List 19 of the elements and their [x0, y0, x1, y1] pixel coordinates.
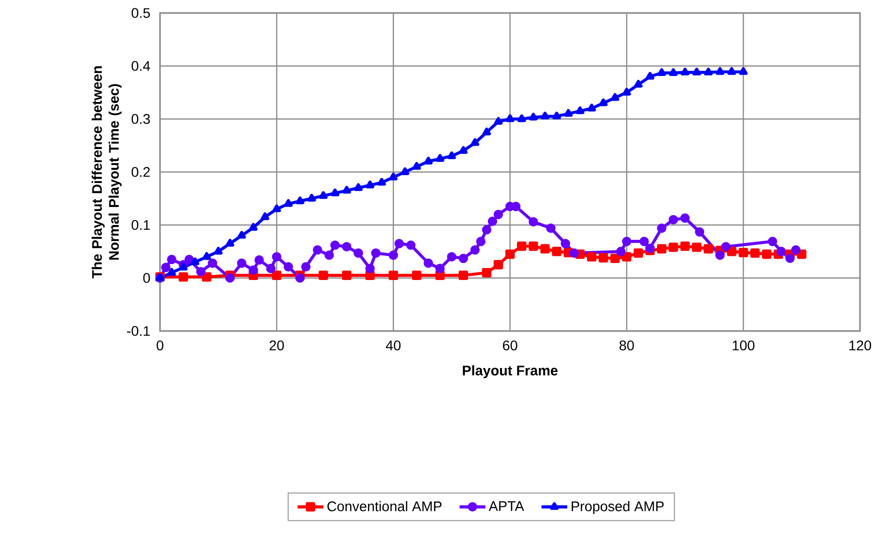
y-tick-label: 0.5: [132, 8, 150, 18]
x-tick-label: 20: [270, 340, 284, 350]
y-axis-title: The Playout Difference between Normal Playout Time (sec): [92, 66, 122, 278]
x-tick-label: 0: [156, 340, 164, 350]
x-tick-label: 60: [502, 340, 518, 350]
y-tick-label: 0.2: [132, 167, 150, 177]
x-tick-label: 120: [849, 340, 872, 350]
y-tick-label: 0: [143, 273, 150, 283]
x-axis-title: Playout Frame: [462, 365, 558, 378]
x-tick-label: 40: [386, 340, 401, 350]
legend-label: APTA: [488, 501, 524, 511]
legend-label: Proposed AMP: [572, 501, 664, 514]
legend-label: Conventional AMP: [327, 501, 442, 512]
y-tick-label: 0.3: [132, 114, 150, 124]
y-tick-label: 0.4: [132, 61, 150, 71]
y-tick-label: -0.1: [127, 326, 150, 336]
x-tick-label: 80: [620, 340, 634, 350]
y-tick-label: 0.1: [132, 220, 150, 230]
x-tick-label: 100: [732, 340, 754, 350]
